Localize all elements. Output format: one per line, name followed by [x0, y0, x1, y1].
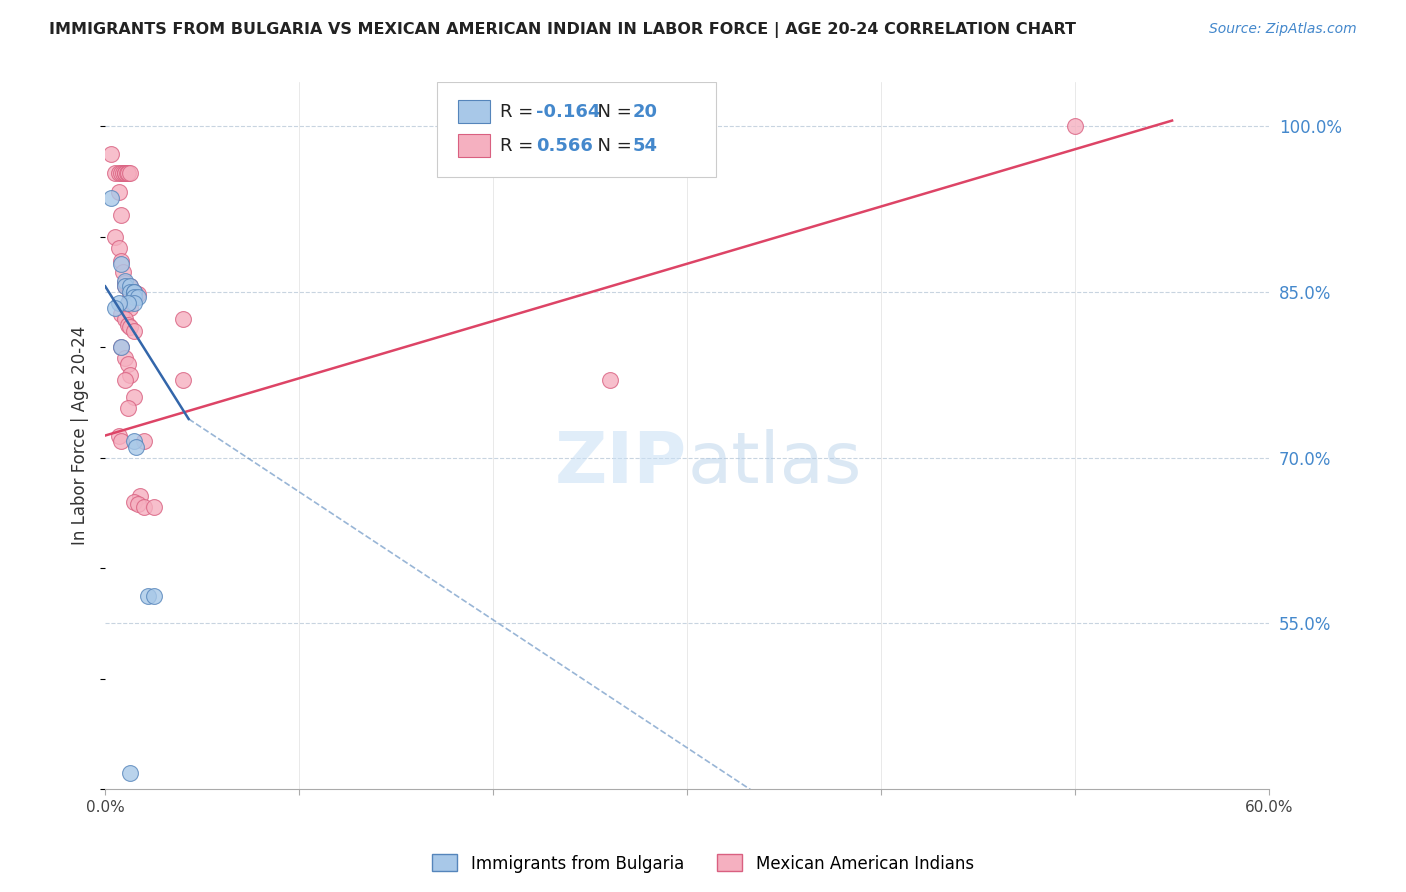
- Point: [124, 495, 146, 509]
- Legend: Immigrants from Bulgaria, Mexican American Indians: Immigrants from Bulgaria, Mexican Americ…: [426, 847, 980, 880]
- Point: [104, 165, 127, 179]
- Point: [120, 165, 142, 179]
- Point: [114, 276, 136, 290]
- FancyBboxPatch shape: [458, 134, 491, 157]
- Point: [120, 320, 142, 334]
- Point: [110, 434, 132, 448]
- Point: [114, 279, 136, 293]
- Text: ZIP: ZIP: [555, 429, 688, 499]
- Point: [124, 324, 146, 338]
- Point: [104, 229, 127, 244]
- Point: [121, 290, 143, 304]
- Point: [115, 165, 138, 179]
- Point: [104, 301, 127, 316]
- Point: [111, 265, 134, 279]
- Text: N =: N =: [586, 136, 637, 154]
- Point: [129, 489, 152, 503]
- Point: [117, 296, 139, 310]
- Text: IMMIGRANTS FROM BULGARIA VS MEXICAN AMERICAN INDIAN IN LABOR FORCE | AGE 20-24 C: IMMIGRANTS FROM BULGARIA VS MEXICAN AMER…: [49, 22, 1076, 38]
- Point: [172, 312, 194, 326]
- Text: atlas: atlas: [688, 429, 862, 499]
- Point: [125, 287, 148, 301]
- Point: [127, 497, 149, 511]
- Point: [110, 165, 132, 179]
- Point: [117, 279, 139, 293]
- Point: [1064, 119, 1087, 133]
- Point: [111, 165, 134, 179]
- Text: Source: ZipAtlas.com: Source: ZipAtlas.com: [1209, 22, 1357, 37]
- Point: [132, 434, 155, 448]
- Point: [142, 500, 165, 515]
- Point: [124, 390, 146, 404]
- Point: [100, 191, 122, 205]
- Point: [124, 290, 146, 304]
- Point: [114, 351, 136, 366]
- Point: [599, 373, 621, 387]
- Point: [107, 186, 129, 200]
- Point: [110, 207, 132, 221]
- Text: N =: N =: [586, 103, 637, 120]
- Point: [120, 765, 142, 780]
- Point: [110, 257, 132, 271]
- Point: [110, 340, 132, 354]
- Point: [124, 285, 146, 299]
- Point: [127, 290, 149, 304]
- Point: [124, 285, 146, 299]
- Point: [120, 285, 142, 299]
- Point: [120, 279, 142, 293]
- Point: [110, 307, 132, 321]
- Point: [127, 287, 149, 301]
- Point: [110, 254, 132, 268]
- Text: 0.566: 0.566: [536, 136, 593, 154]
- Point: [142, 589, 165, 603]
- Text: -0.164: -0.164: [536, 103, 600, 120]
- Point: [114, 279, 136, 293]
- Point: [110, 340, 132, 354]
- Point: [117, 318, 139, 332]
- Point: [124, 285, 146, 299]
- Point: [100, 146, 122, 161]
- Point: [117, 165, 139, 179]
- Point: [117, 298, 139, 312]
- Y-axis label: In Labor Force | Age 20-24: In Labor Force | Age 20-24: [72, 326, 89, 545]
- Point: [107, 165, 129, 179]
- Point: [114, 312, 136, 326]
- Point: [114, 373, 136, 387]
- Point: [114, 165, 136, 179]
- Point: [120, 279, 142, 293]
- Point: [114, 274, 136, 288]
- Point: [120, 290, 142, 304]
- Text: 54: 54: [633, 136, 658, 154]
- Point: [114, 165, 136, 179]
- Text: R =: R =: [499, 136, 538, 154]
- Point: [117, 401, 139, 415]
- Point: [172, 373, 194, 387]
- Point: [124, 434, 146, 448]
- FancyBboxPatch shape: [458, 100, 491, 123]
- Point: [107, 241, 129, 255]
- Point: [115, 279, 138, 293]
- Text: R =: R =: [499, 103, 538, 120]
- Point: [132, 500, 155, 515]
- Point: [107, 296, 129, 310]
- Point: [136, 589, 159, 603]
- Point: [124, 296, 146, 310]
- Point: [120, 368, 142, 382]
- Point: [125, 440, 148, 454]
- Point: [117, 357, 139, 371]
- Point: [120, 301, 142, 316]
- Point: [107, 428, 129, 442]
- Point: [124, 285, 146, 299]
- FancyBboxPatch shape: [437, 82, 716, 178]
- Text: 20: 20: [633, 103, 658, 120]
- Point: [120, 285, 142, 299]
